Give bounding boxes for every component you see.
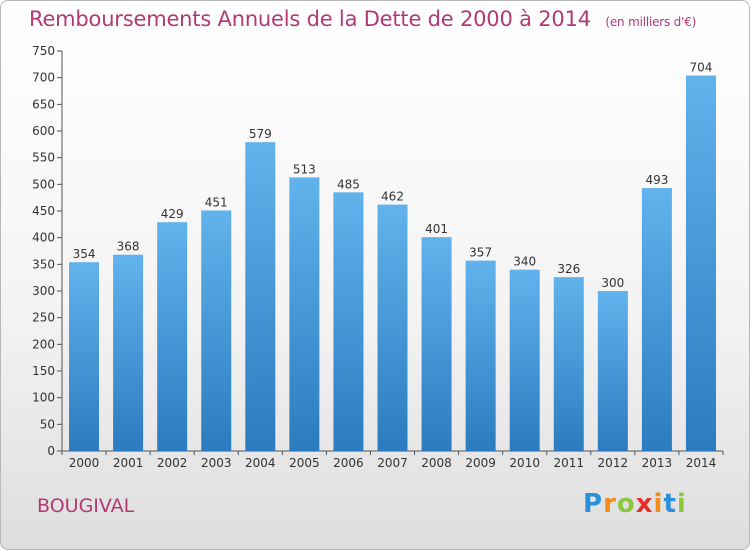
x-tick-label: 2003 bbox=[201, 456, 232, 470]
logo-letter: i bbox=[676, 489, 687, 519]
x-tick-label: 2010 bbox=[509, 456, 540, 470]
y-tick-label: 700 bbox=[32, 71, 55, 85]
x-tick-label: 2005 bbox=[289, 456, 320, 470]
y-tick-label: 150 bbox=[32, 364, 55, 378]
y-tick-label: 300 bbox=[32, 284, 55, 298]
x-tick-label: 2002 bbox=[157, 456, 188, 470]
data-label: 401 bbox=[425, 222, 448, 236]
data-label: 357 bbox=[469, 246, 492, 260]
logo-letter: x bbox=[635, 489, 654, 519]
y-tick-label: 0 bbox=[47, 444, 55, 458]
chart-bars bbox=[69, 75, 716, 452]
x-tick-label: 2008 bbox=[421, 456, 452, 470]
x-tick-label: 2007 bbox=[377, 456, 408, 470]
data-label: 493 bbox=[645, 173, 668, 187]
bar bbox=[597, 291, 628, 451]
chart-title-main: Remboursements Annuels de la Dette de 20… bbox=[29, 7, 591, 31]
proxiti-logo[interactable]: Proxiti bbox=[583, 489, 687, 519]
y-tick-label: 450 bbox=[32, 204, 55, 218]
logo-letter: t bbox=[663, 489, 677, 519]
x-tick-label: 2014 bbox=[686, 456, 717, 470]
data-label: 368 bbox=[117, 240, 140, 254]
y-tick-label: 750 bbox=[32, 44, 55, 58]
y-tick-label: 500 bbox=[32, 177, 55, 191]
bar bbox=[289, 177, 320, 451]
bar bbox=[201, 210, 232, 451]
bar bbox=[641, 188, 672, 452]
data-label: 354 bbox=[73, 247, 96, 261]
x-tick-label: 2004 bbox=[245, 456, 276, 470]
y-tick-label: 350 bbox=[32, 257, 55, 271]
data-label: 429 bbox=[161, 207, 184, 221]
data-label: 704 bbox=[690, 61, 713, 75]
bar bbox=[685, 75, 716, 452]
y-tick-label: 50 bbox=[40, 417, 55, 431]
x-tick-label: 2006 bbox=[333, 456, 364, 470]
data-label: 513 bbox=[293, 162, 316, 176]
bar bbox=[553, 277, 584, 451]
bar bbox=[465, 260, 496, 451]
data-label: 340 bbox=[513, 255, 536, 269]
bar bbox=[333, 192, 364, 452]
y-tick-label: 250 bbox=[32, 311, 55, 325]
data-label: 300 bbox=[601, 276, 624, 290]
x-tick-label: 2011 bbox=[553, 456, 584, 470]
data-label: 326 bbox=[557, 262, 580, 276]
y-tick-label: 650 bbox=[32, 97, 55, 111]
data-label: 485 bbox=[337, 177, 360, 191]
logo-letter: r bbox=[603, 489, 617, 519]
bar bbox=[157, 222, 188, 451]
logo-letter: P bbox=[583, 489, 604, 519]
chart-axes: 0 50 100 150 200 250 300 350 400 450 500 550 600 650 7… bbox=[32, 44, 724, 458]
bar bbox=[509, 269, 540, 451]
y-tick-label: 100 bbox=[32, 391, 55, 405]
data-label: 579 bbox=[249, 127, 272, 141]
x-tick-label: 2001 bbox=[113, 456, 144, 470]
chart-title-unit: (en milliers d'€) bbox=[605, 15, 697, 29]
x-tick-label: 2012 bbox=[598, 456, 629, 470]
bar bbox=[245, 142, 276, 451]
x-tick-label: 2013 bbox=[642, 456, 673, 470]
chart-title: Remboursements Annuels de la Dette de 20… bbox=[29, 7, 696, 31]
x-tick-label: 2009 bbox=[465, 456, 496, 470]
bar bbox=[69, 262, 100, 451]
chart-labels: 2000 354 2001 368 2002 429 2003 451 2004 579 2005 5… bbox=[69, 61, 716, 470]
data-label: 462 bbox=[381, 190, 404, 204]
logo-letter: i bbox=[653, 489, 664, 519]
y-tick-label: 550 bbox=[32, 151, 55, 165]
data-label: 451 bbox=[205, 195, 228, 209]
bar bbox=[113, 254, 144, 451]
x-tick-label: 2000 bbox=[69, 456, 100, 470]
y-tick-label: 200 bbox=[32, 337, 55, 351]
bar bbox=[421, 237, 452, 451]
y-tick-label: 400 bbox=[32, 231, 55, 245]
bar bbox=[377, 204, 408, 451]
y-tick-label: 600 bbox=[32, 124, 55, 138]
logo-letter: o bbox=[616, 489, 636, 519]
commune-name: BOUGIVAL bbox=[37, 495, 135, 517]
